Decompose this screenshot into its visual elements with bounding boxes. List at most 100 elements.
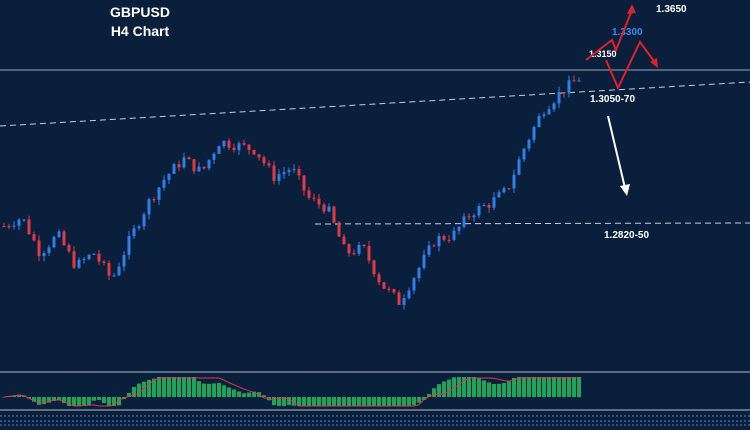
histogram-bar	[452, 377, 456, 397]
bear-candle	[372, 260, 376, 275]
bull-candle	[157, 187, 161, 200]
bull-candle	[237, 143, 241, 151]
histogram-bar	[127, 392, 131, 397]
bull-candle	[77, 259, 81, 268]
bear-candle	[2, 226, 6, 228]
candles-group	[2, 75, 581, 310]
bull-candle	[497, 192, 501, 198]
bear-candle	[442, 236, 446, 240]
bull-candle	[457, 226, 461, 231]
bear-candle	[572, 80, 576, 82]
histogram-bar	[157, 377, 161, 397]
level-label-1-2820-50: 1.2820-50	[604, 230, 649, 241]
histogram-bar	[562, 377, 566, 397]
histogram-bar	[412, 397, 416, 406]
bull-candle	[452, 230, 456, 240]
histogram-bar	[282, 397, 286, 406]
histogram-bar	[67, 397, 71, 406]
bear-candle	[467, 216, 471, 218]
histogram-bar	[307, 397, 311, 406]
histogram-signal-line	[3, 377, 579, 407]
symbol-title: GBPUSD	[110, 4, 170, 20]
bear-candle	[192, 159, 196, 172]
bull-candle	[92, 253, 96, 255]
histogram-bar	[427, 394, 431, 397]
up-arrow-path	[585, 9, 633, 61]
bull-candle	[402, 298, 406, 305]
histogram-bar	[557, 377, 561, 397]
histogram-bar	[492, 383, 496, 397]
bear-candle	[107, 262, 111, 276]
bear-candle	[232, 147, 236, 151]
histogram-bar	[522, 377, 526, 397]
bull-candle	[462, 216, 466, 227]
bear-candle	[267, 163, 271, 166]
bear-candle	[7, 226, 11, 228]
bull-candle	[142, 214, 146, 227]
histogram-bar	[57, 397, 61, 401]
histogram-bar	[342, 397, 346, 406]
histogram-bar	[172, 377, 176, 397]
bull-candle	[282, 172, 286, 175]
histogram-bar	[312, 397, 316, 406]
bull-candle	[552, 103, 556, 110]
bull-candle	[292, 169, 296, 171]
histogram-bar	[532, 377, 536, 397]
bear-candle	[177, 164, 181, 168]
bear-candle	[432, 245, 436, 247]
histogram-bar	[117, 397, 121, 406]
bear-candle	[187, 157, 191, 160]
bear-candle	[247, 144, 251, 150]
histogram-bar	[362, 397, 366, 406]
bear-candle	[67, 245, 71, 252]
histogram-bar	[422, 397, 426, 400]
bull-candle	[42, 253, 46, 257]
histogram-bar	[82, 397, 86, 406]
bull-candle	[492, 197, 496, 208]
bear-candle	[297, 169, 301, 176]
histogram-bar	[327, 397, 331, 406]
bull-candle	[147, 199, 151, 215]
bear-candle	[307, 190, 311, 198]
bull-candle	[17, 219, 21, 226]
histogram-bar	[152, 378, 156, 397]
histogram-bar	[262, 395, 266, 397]
histogram-bar	[87, 397, 91, 405]
bull-candle	[472, 215, 476, 218]
bear-candle	[97, 253, 101, 262]
level-label-1-3650: 1.3650	[656, 4, 687, 15]
histogram-bar	[577, 377, 581, 397]
histogram-bar	[372, 397, 376, 406]
bull-candle	[217, 146, 221, 154]
bear-candle	[242, 143, 246, 145]
bull-candle	[567, 80, 571, 94]
rising-resistance-line	[0, 81, 750, 127]
bear-candle	[202, 166, 206, 169]
bull-candle	[502, 188, 506, 193]
histogram-bar	[187, 377, 191, 397]
bull-candle	[122, 254, 126, 267]
bullish-scenario-arrows	[585, 4, 658, 91]
bull-candle	[197, 166, 201, 172]
support-line	[314, 222, 750, 225]
bull-candle	[527, 139, 531, 149]
bull-candle	[12, 225, 16, 227]
histogram-bar	[472, 377, 476, 397]
bull-candle	[112, 275, 116, 277]
histogram-bar	[337, 397, 341, 406]
bull-candle	[47, 247, 51, 254]
histogram-bar	[142, 381, 146, 397]
histogram-bar	[32, 397, 36, 402]
histogram-bar	[2, 397, 6, 398]
histogram-bar	[197, 381, 201, 397]
histogram-bar	[202, 383, 206, 397]
histogram-bar	[467, 377, 471, 397]
bull-candle	[52, 236, 56, 248]
bear-candle	[362, 244, 366, 246]
histogram-bar	[542, 377, 546, 397]
histogram-bar	[437, 384, 441, 397]
bull-candle	[57, 231, 61, 237]
bear-candle	[397, 292, 401, 305]
